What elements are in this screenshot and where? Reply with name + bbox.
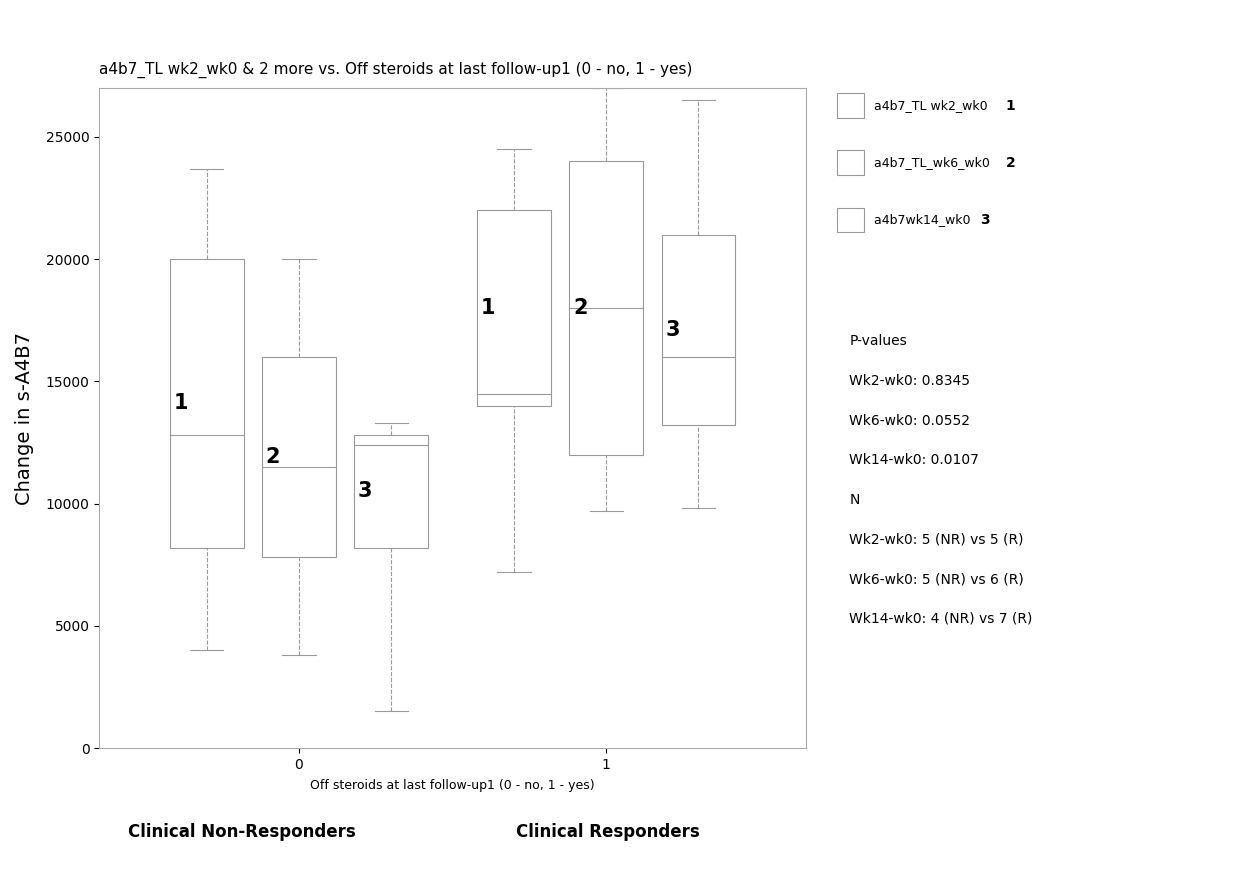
Bar [569,161,644,455]
Bar [662,235,735,425]
X-axis label: Off steroids at last follow-up1 (0 - no, 1 - yes): Off steroids at last follow-up1 (0 - no,… [310,779,595,792]
Text: 1: 1 [174,393,188,414]
Text: P-values: P-values [849,334,908,348]
Text: Clinical Non-Responders: Clinical Non-Responders [128,823,356,840]
Text: 1: 1 [481,298,495,318]
Text: a4b7_TL wk2_wk0: a4b7_TL wk2_wk0 [874,99,996,112]
Text: Wk2-wk0: 0.8345: Wk2-wk0: 0.8345 [849,374,971,388]
Text: 1: 1 [1006,99,1016,113]
Bar [170,259,243,547]
Text: 2: 2 [265,447,280,467]
Text: a4b7_TL_wk6_wk0: a4b7_TL_wk6_wk0 [874,157,998,169]
Text: Wk14-wk0: 0.0107: Wk14-wk0: 0.0107 [849,453,980,467]
Bar [355,435,428,547]
Text: Wk6-wk0: 5 (NR) vs 6 (R): Wk6-wk0: 5 (NR) vs 6 (R) [849,572,1024,586]
Text: 3: 3 [981,213,990,227]
Text: Wk14-wk0: 4 (NR) vs 7 (R): Wk14-wk0: 4 (NR) vs 7 (R) [849,612,1033,626]
Text: 3: 3 [358,481,372,502]
Text: Wk2-wk0: 5 (NR) vs 5 (R): Wk2-wk0: 5 (NR) vs 5 (R) [849,532,1024,546]
Bar [262,357,336,557]
Text: 3: 3 [665,320,680,340]
Text: Wk6-wk0: 0.0552: Wk6-wk0: 0.0552 [849,414,971,428]
Text: Clinical Responders: Clinical Responders [516,823,699,840]
Text: a4b7wk14_wk0: a4b7wk14_wk0 [874,214,978,226]
Y-axis label: Change in s-A4B7: Change in s-A4B7 [15,332,35,504]
Bar [477,210,551,406]
Text: a4b7_TL wk2_wk0 & 2 more vs. Off steroids at last follow-up1 (0 - no, 1 - yes): a4b7_TL wk2_wk0 & 2 more vs. Off steroid… [99,62,693,78]
Text: 2: 2 [1006,156,1016,170]
Text: N: N [849,493,859,507]
Text: 2: 2 [573,298,588,318]
